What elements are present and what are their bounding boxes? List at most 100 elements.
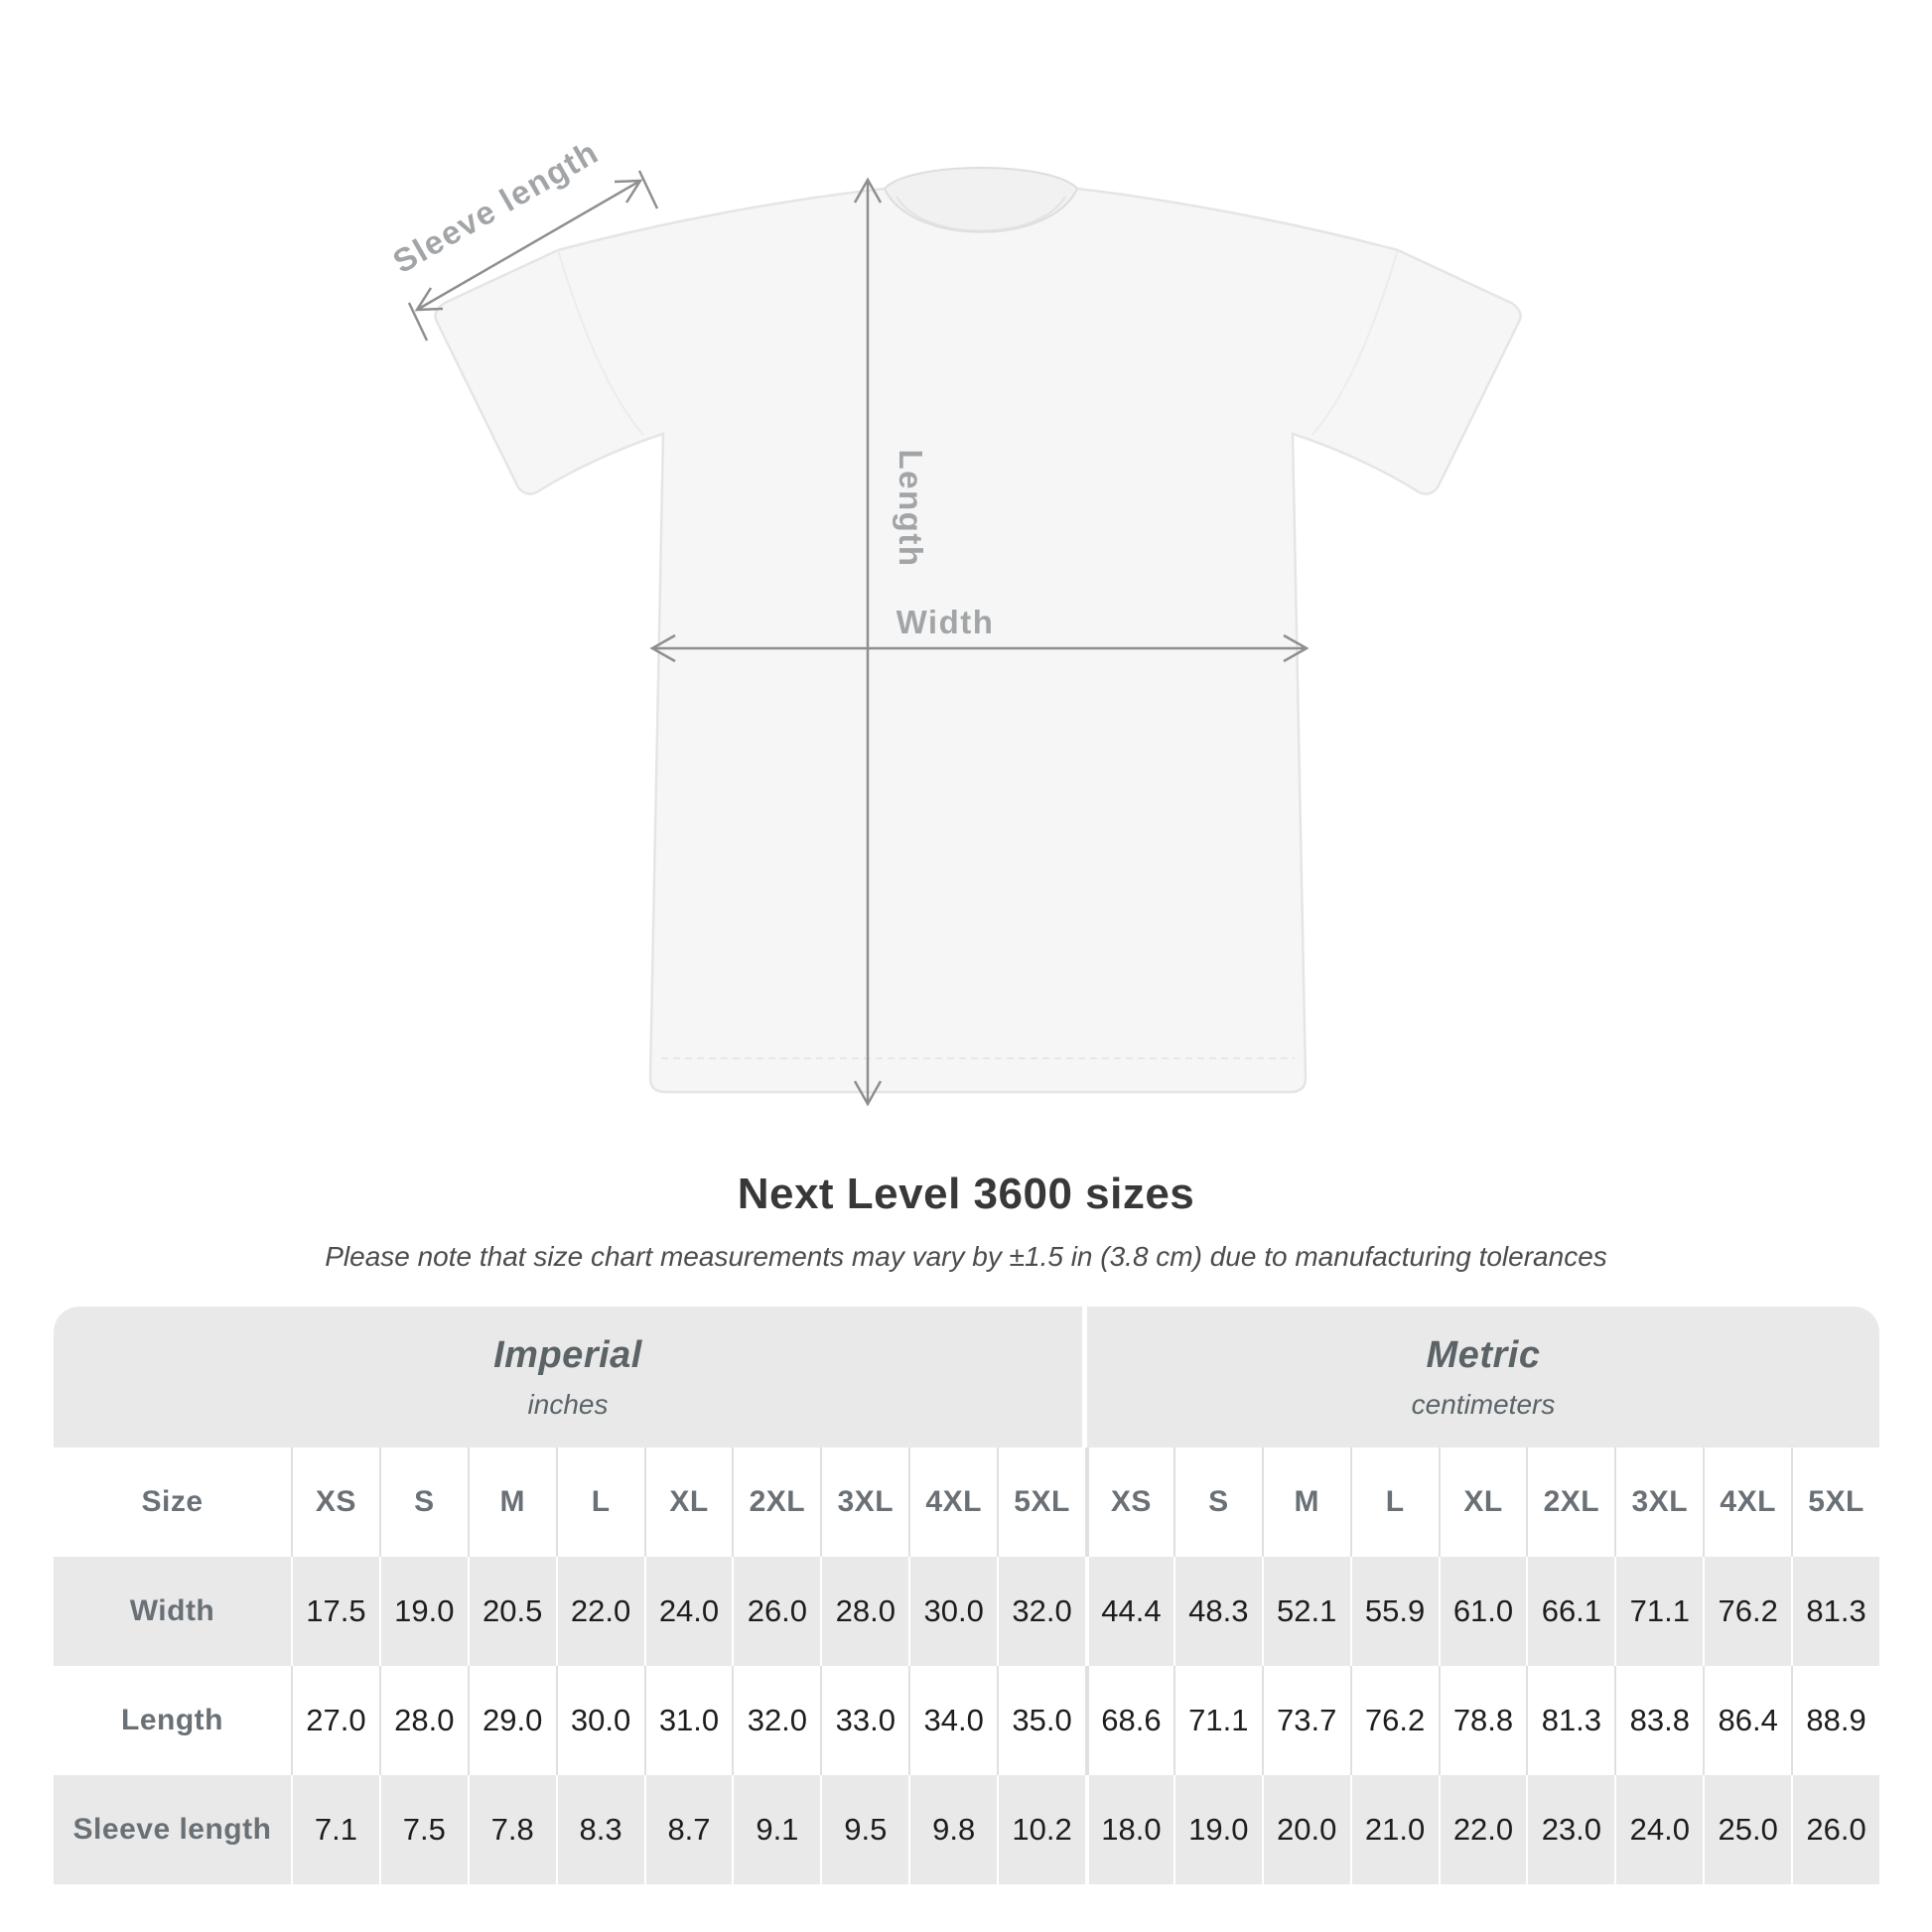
tshirt-figure-svg: Sleeve length Length Width [386, 133, 1522, 1107]
measurement-cell: 68.6 [1084, 1666, 1173, 1775]
size-col-header: 5XL [997, 1448, 1085, 1557]
size-col-header: M [467, 1448, 556, 1557]
table-row-length: Length 27.0 28.0 29.0 30.0 31.0 32.0 33.… [54, 1666, 1879, 1775]
measurement-cell: 30.0 [908, 1557, 997, 1666]
measurement-cell: 52.1 [1261, 1557, 1350, 1666]
metric-title: Metric [1426, 1333, 1541, 1376]
size-col-header: 2XL [1526, 1448, 1614, 1557]
measurement-cell: 17.5 [291, 1557, 379, 1666]
measurement-cell: 9.8 [908, 1775, 997, 1884]
measurement-cell: 29.0 [467, 1666, 556, 1775]
measurement-arrows [407, 170, 1310, 1107]
unit-group-band: Imperial inches Metric centimeters [54, 1307, 1879, 1448]
width-label: Width [897, 604, 995, 640]
size-header-row: Size XS S M L XL 2XL 3XL 4XL 5XL XS S M … [54, 1448, 1879, 1557]
size-header-label: Size [141, 1485, 204, 1518]
measurement-cell: 83.8 [1614, 1666, 1703, 1775]
size-col-header: 3XL [820, 1448, 908, 1557]
metric-unit: centimeters [1411, 1388, 1556, 1420]
heading: Next Level 3600 sizes Please note that s… [0, 1170, 1932, 1273]
measurement-cell: 86.4 [1703, 1666, 1791, 1775]
row-label: Width [129, 1594, 215, 1627]
size-col-header: 3XL [1614, 1448, 1703, 1557]
table-row-sleeve-length: Sleeve length 7.1 7.5 7.8 8.3 8.7 9.1 9.… [54, 1775, 1879, 1884]
measurement-cell: 7.8 [467, 1775, 556, 1884]
measurement-cell: 9.5 [820, 1775, 908, 1884]
imperial-unit: inches [527, 1388, 609, 1420]
table-row-width: Width 17.5 19.0 20.5 22.0 24.0 26.0 28.0… [54, 1557, 1879, 1666]
size-col-header: 2XL [732, 1448, 820, 1557]
size-col-header: XL [1438, 1448, 1527, 1557]
measurement-cell: 24.0 [1614, 1775, 1703, 1884]
measurement-cell: 9.1 [732, 1775, 820, 1884]
metric-group-header: Metric centimeters [1087, 1307, 1879, 1448]
measurement-cell: 66.1 [1526, 1557, 1614, 1666]
measurement-cell: 44.4 [1084, 1557, 1173, 1666]
size-col-header: S [378, 1448, 468, 1557]
measurement-cell: 61.0 [1438, 1557, 1527, 1666]
measurement-cell: 55.9 [1349, 1557, 1439, 1666]
measurement-cell: 76.2 [1703, 1557, 1791, 1666]
measurement-cell: 28.0 [820, 1557, 908, 1666]
collar [883, 167, 1079, 233]
measurement-cell: 10.2 [997, 1775, 1085, 1884]
imperial-group-header: Imperial inches [54, 1307, 1082, 1448]
measurement-cell: 71.1 [1173, 1666, 1262, 1775]
measurement-cell: 8.7 [643, 1775, 733, 1884]
sleeve-length-arrow [407, 170, 659, 342]
measurement-cell: 71.1 [1614, 1557, 1703, 1666]
measurement-cell: 32.0 [732, 1666, 820, 1775]
measurement-cell: 28.0 [378, 1666, 468, 1775]
measurement-cell: 88.9 [1791, 1666, 1879, 1775]
measurement-cell: 81.3 [1526, 1666, 1614, 1775]
tshirt-measurement-figure: Sleeve length Length Width [386, 133, 1522, 1107]
tolerance-note: Please note that size chart measurements… [325, 1241, 1607, 1272]
size-col-header: XS [291, 1448, 379, 1557]
measurement-cell: 27.0 [291, 1666, 379, 1775]
measurement-cell: 25.0 [1703, 1775, 1791, 1884]
measurement-cell: 19.0 [378, 1557, 468, 1666]
measurement-cell: 18.0 [1084, 1775, 1173, 1884]
size-col-header: M [1261, 1448, 1350, 1557]
measurement-cell: 76.2 [1349, 1666, 1439, 1775]
measurement-cell: 21.0 [1349, 1775, 1439, 1884]
row-label: Sleeve length [72, 1813, 272, 1846]
measurement-cell: 31.0 [643, 1666, 733, 1775]
measurement-cell: 22.0 [555, 1557, 644, 1666]
size-col-header: 5XL [1791, 1448, 1879, 1557]
size-col-header: 4XL [908, 1448, 997, 1557]
imperial-title: Imperial [493, 1333, 642, 1376]
measurement-cell: 8.3 [555, 1775, 644, 1884]
width-arrow [649, 633, 1310, 663]
measurement-cell: 22.0 [1438, 1775, 1527, 1884]
measurement-cell: 78.8 [1438, 1666, 1527, 1775]
size-col-header: L [1349, 1448, 1439, 1557]
measurement-cell: 7.1 [291, 1775, 379, 1884]
measurement-cell: 73.7 [1261, 1666, 1350, 1775]
measurement-cell: 33.0 [820, 1666, 908, 1775]
measurement-cell: 20.5 [467, 1557, 556, 1666]
row-label: Length [121, 1704, 223, 1736]
measurement-cell: 7.5 [378, 1775, 468, 1884]
size-col-header: XL [643, 1448, 733, 1557]
measurement-cell: 35.0 [997, 1666, 1085, 1775]
group-divider [1082, 1307, 1087, 1448]
size-col-header: XS [1084, 1448, 1173, 1557]
measurement-cell: 30.0 [555, 1666, 644, 1775]
measurement-cell: 34.0 [908, 1666, 997, 1775]
size-col-header: L [555, 1448, 644, 1557]
size-col-header: 4XL [1703, 1448, 1791, 1557]
measurement-cell: 81.3 [1791, 1557, 1879, 1666]
measurement-cell: 19.0 [1173, 1775, 1262, 1884]
size-table: Imperial inches Metric centimeters Size … [54, 1307, 1879, 1884]
size-col-header: S [1173, 1448, 1262, 1557]
tshirt-illustration [434, 167, 1522, 1094]
length-arrow [853, 177, 883, 1107]
measurement-cell: 26.0 [1791, 1775, 1879, 1884]
measurement-cell: 24.0 [643, 1557, 733, 1666]
measurement-cell: 32.0 [997, 1557, 1085, 1666]
measurement-cell: 20.0 [1261, 1775, 1350, 1884]
measurement-cell: 23.0 [1526, 1775, 1614, 1884]
measurement-cell: 26.0 [732, 1557, 820, 1666]
